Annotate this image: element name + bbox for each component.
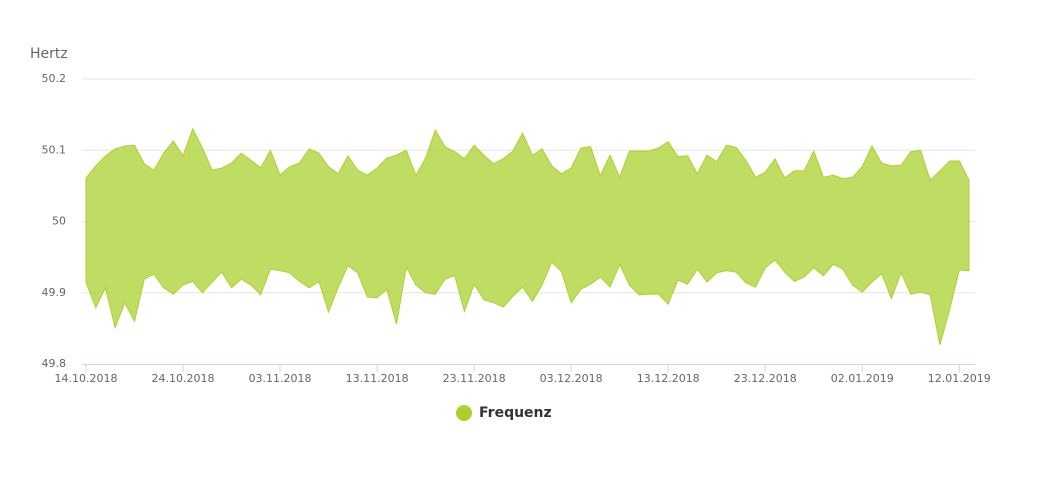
x-tick-label: 02.01.2019	[831, 372, 894, 385]
x-tick-label: 03.11.2018	[249, 372, 312, 385]
x-tick-label: 23.12.2018	[734, 372, 797, 385]
y-axis-title: Hertz	[30, 46, 68, 62]
y-tick-label: 50	[52, 215, 66, 228]
x-tick-label: 12.01.2019	[928, 372, 991, 385]
y-tick-label: 49.8	[42, 357, 67, 370]
range-area	[85, 127, 970, 345]
y-tick-label: 50.1	[42, 143, 67, 156]
x-tick-label: 13.11.2018	[346, 372, 409, 385]
legend-label: Frequenz	[479, 405, 552, 421]
x-tick-label: 24.10.2018	[152, 372, 215, 385]
x-tick-label: 03.12.2018	[540, 372, 603, 385]
legend-marker	[456, 405, 472, 421]
x-tick-label: 14.10.2018	[55, 372, 118, 385]
y-tick-label: 49.9	[42, 286, 67, 299]
x-tick-label: 13.12.2018	[637, 372, 700, 385]
y-tick-label: 50.2	[42, 72, 67, 85]
x-tick-label: 23.11.2018	[443, 372, 506, 385]
